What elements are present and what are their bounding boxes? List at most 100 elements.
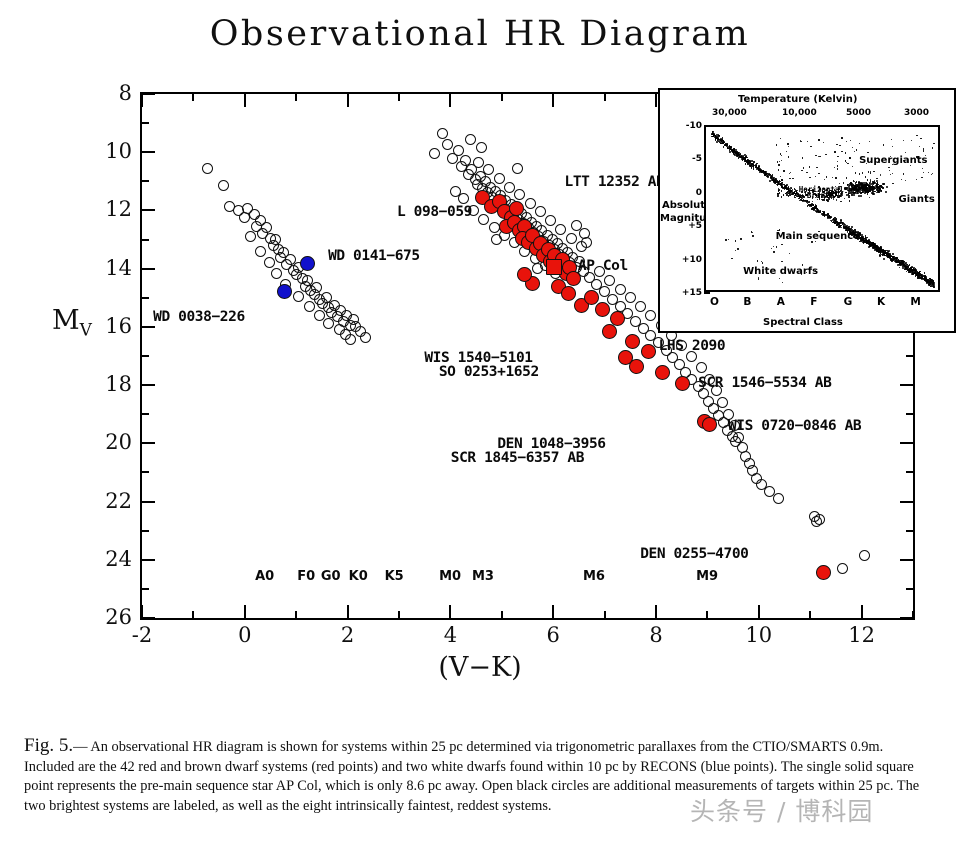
axis-tick [449, 605, 452, 618]
inset-data-point [882, 252, 885, 255]
inset-data-point [778, 180, 781, 182]
inset-data-point [802, 195, 804, 197]
inset-data-point [817, 155, 820, 157]
inset-data-point [823, 194, 825, 197]
inset-data-point [733, 148, 735, 150]
inset-data-point [772, 178, 775, 180]
inset-data-point [710, 134, 713, 136]
inset-data-point [933, 281, 936, 284]
inset-data-point [724, 142, 727, 145]
spectral-type-marker: M3 [471, 569, 494, 585]
inset-data-point [865, 239, 869, 242]
inset-data-point [931, 147, 933, 149]
inset-data-point [734, 240, 737, 242]
axis-tick [500, 611, 503, 618]
inset-data-point [797, 193, 799, 195]
inset-data-point [813, 190, 815, 192]
inset-data-point [776, 246, 778, 248]
inset-data-point [861, 237, 863, 239]
inset-data-point [861, 172, 864, 174]
inset-data-point [792, 178, 794, 180]
inset-data-point [715, 136, 718, 139]
inset-data-point [892, 163, 894, 165]
star-label: DEN 1048−3956 [497, 435, 606, 452]
inset-data-point [876, 188, 878, 191]
inset-data-point [825, 176, 828, 178]
inset-data-point [852, 235, 855, 238]
inset-data-point [830, 197, 832, 199]
inset-data-point [902, 264, 905, 267]
data-point-open [465, 133, 477, 145]
inset-data-point [846, 226, 848, 229]
inset-data-point [859, 232, 862, 235]
inset-data-point [838, 190, 840, 193]
inset-data-point [846, 229, 848, 231]
inset-data-point [838, 225, 841, 227]
inset-data-point [840, 192, 842, 195]
axis-tick [142, 617, 155, 619]
inset-data-point [848, 183, 851, 186]
inset-data-point [768, 173, 770, 175]
inset-data-point [829, 194, 831, 197]
inset-spectral-class-tick: F [810, 296, 818, 308]
inset-data-point [889, 255, 892, 258]
axis-tick [295, 611, 298, 618]
inset-data-point [748, 160, 750, 162]
inset-data-point [843, 186, 846, 189]
inset-data-point [844, 160, 847, 162]
inset-data-point [796, 189, 799, 192]
inset-data-point [845, 193, 848, 196]
inset-data-point [832, 221, 834, 223]
inset-data-point [805, 189, 808, 191]
inset-data-point [906, 265, 908, 267]
inset-data-point [856, 191, 859, 194]
inset-data-point [878, 251, 880, 253]
inset-data-point [870, 187, 872, 190]
inset-data-point [892, 253, 895, 256]
inset-data-point [714, 139, 716, 141]
inset-data-point [847, 184, 849, 186]
inset-data-point [761, 262, 764, 264]
inset-data-point [800, 273, 803, 275]
inset-data-point [894, 257, 897, 260]
inset-data-point [923, 150, 925, 152]
inset-data-point [734, 152, 737, 155]
inset-data-point [911, 272, 914, 275]
axis-tick [243, 94, 246, 107]
inset-data-point [805, 194, 807, 196]
inset-data-point [794, 197, 796, 199]
inset-data-point [895, 261, 898, 264]
inset-data-point [855, 182, 857, 184]
inset-data-point [755, 166, 758, 168]
inset-data-point [929, 282, 932, 285]
inset-data-point [819, 155, 821, 158]
inset-data-point [825, 194, 828, 196]
inset-data-point [752, 164, 755, 166]
inset-data-point [737, 153, 740, 156]
inset-data-point [830, 195, 832, 197]
inset-data-point [775, 181, 777, 183]
inset-data-point [823, 194, 825, 197]
inset-data-point [868, 185, 871, 188]
inset-data-point [789, 193, 792, 195]
inset-data-point [904, 151, 906, 154]
inset-data-point [718, 141, 721, 144]
inset-data-point [840, 196, 843, 198]
inset-data-point [793, 191, 796, 193]
inset-data-point [720, 140, 722, 143]
inset-data-point [785, 187, 788, 189]
inset-data-point [822, 212, 825, 215]
inset-data-point [820, 212, 823, 215]
inset-data-point [781, 186, 784, 189]
inset-data-point [777, 181, 779, 184]
inset-data-point [776, 183, 778, 185]
inset-data-point [811, 202, 814, 205]
inset-data-point [927, 280, 931, 283]
inset-data-point [880, 188, 882, 190]
inset-data-point [851, 190, 854, 193]
data-point-open [450, 186, 462, 198]
axis-tick [142, 384, 155, 387]
inset-data-point [895, 256, 897, 258]
inset-data-point [845, 161, 848, 163]
inset-data-point [813, 193, 815, 195]
